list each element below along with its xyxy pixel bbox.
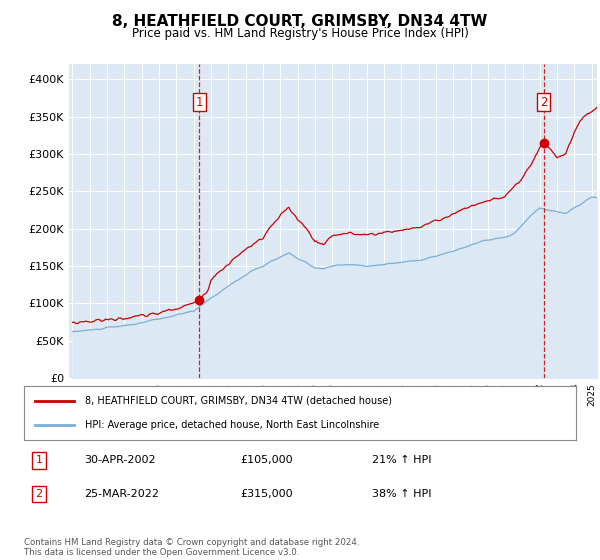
Text: 2: 2 (35, 489, 43, 499)
Text: 2: 2 (540, 96, 547, 109)
Text: 25-MAR-2022: 25-MAR-2022 (84, 489, 159, 499)
Text: 21% ↑ HPI: 21% ↑ HPI (372, 455, 431, 465)
Text: 1: 1 (35, 455, 43, 465)
Text: 8, HEATHFIELD COURT, GRIMSBY, DN34 4TW: 8, HEATHFIELD COURT, GRIMSBY, DN34 4TW (112, 14, 488, 29)
Text: 38% ↑ HPI: 38% ↑ HPI (372, 489, 431, 499)
Text: 1: 1 (196, 96, 203, 109)
Text: 30-APR-2002: 30-APR-2002 (84, 455, 155, 465)
Text: 8, HEATHFIELD COURT, GRIMSBY, DN34 4TW (detached house): 8, HEATHFIELD COURT, GRIMSBY, DN34 4TW (… (85, 396, 392, 406)
Text: Contains HM Land Registry data © Crown copyright and database right 2024.
This d: Contains HM Land Registry data © Crown c… (24, 538, 359, 557)
Text: £105,000: £105,000 (240, 455, 293, 465)
Text: £315,000: £315,000 (240, 489, 293, 499)
Text: Price paid vs. HM Land Registry's House Price Index (HPI): Price paid vs. HM Land Registry's House … (131, 27, 469, 40)
Text: HPI: Average price, detached house, North East Lincolnshire: HPI: Average price, detached house, Nort… (85, 420, 379, 430)
